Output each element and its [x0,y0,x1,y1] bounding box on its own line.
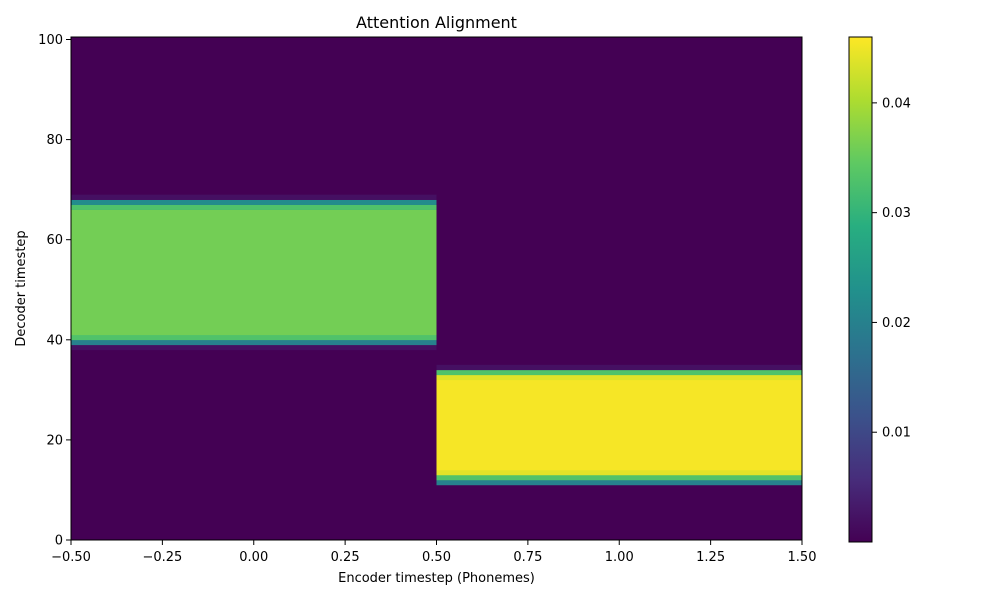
x-axis-ticks: −0.50 −0.25 0.00 0.25 0.50 0.75 1.00 1.25 1.50 [51,540,816,565]
x-tick-label: 0.25 [331,550,360,565]
heatmap-cells [71,37,802,540]
x-tick-label: 1.00 [605,550,634,565]
heatmap-cell [436,474,802,481]
heatmap-cell [71,199,437,205]
x-tick-label: 1.25 [696,550,725,565]
colorbar-tick-label: 0.01 [882,426,911,441]
x-tick-label: 0.75 [513,550,542,565]
y-tick-label: 20 [46,433,63,448]
heatmap-cell [436,469,802,476]
y-axis-ticks: 0 20 40 60 80 100 [38,33,71,549]
y-axis-label: Decoder timestep [14,230,29,346]
x-axis-label: Encoder timestep (Phonemes) [338,571,535,586]
x-tick-label: −0.25 [142,550,182,565]
colorbar-tick-label: 0.04 [882,96,911,111]
heatmap-cell [71,194,437,200]
heatmap-cell [436,369,802,376]
y-tick-label: 40 [46,333,63,348]
heatmap-cell [436,374,802,381]
y-tick-label: 60 [46,233,63,248]
colorbar-tick-label: 0.03 [882,206,911,221]
heatmap-cell [436,479,802,486]
colorbar-ticks: 0.01 0.02 0.03 0.04 [872,96,911,441]
y-tick-label: 80 [46,133,63,148]
heatmap-cell [71,339,437,346]
chart-title: Attention Alignment [356,13,517,32]
colorbar-tick-label: 0.02 [882,316,911,331]
heatmap-cell [436,364,802,371]
y-tick-label: 0 [55,534,63,549]
heatmap-cell [71,204,437,210]
heatmap-cell [71,334,437,341]
heatmap-cell [71,209,437,336]
x-tick-label: 0.50 [422,550,451,565]
heatmap-cell [71,344,437,351]
colorbar [848,36,873,543]
x-tick-label: 0.00 [239,550,268,565]
x-tick-label: 1.50 [788,550,817,565]
x-tick-label: −0.50 [51,550,91,565]
y-tick-label: 100 [38,33,63,48]
heatmap-cell [436,379,802,471]
